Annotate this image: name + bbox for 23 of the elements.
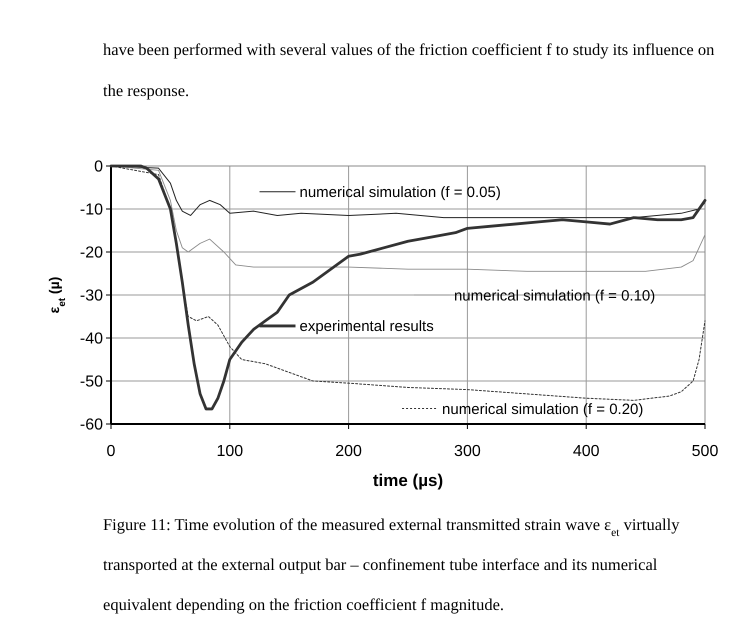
y-tick-label: -60 (80, 416, 104, 434)
x-tick-label: 0 (106, 443, 116, 460)
y-tick-label: -30 (80, 288, 104, 305)
y-tick-label: -20 (80, 244, 104, 262)
y-tick-label: 0 (94, 158, 104, 176)
y-tick-label: -10 (80, 202, 104, 219)
legend-label: numerical simulation (f = 0.10) (454, 287, 656, 304)
x-tick-label: 500 (692, 443, 718, 460)
legend-label: experimental results (300, 318, 434, 336)
y-tick-label: -40 (80, 330, 104, 348)
x-tick-label: 300 (454, 443, 481, 460)
x-axis-title: time (µs) (372, 471, 444, 490)
text: transported at the external output bar – confinement tube interface and its numerical (103, 555, 658, 574)
y-tick-label: -50 (80, 374, 104, 391)
x-tick-label: 400 (572, 443, 600, 460)
text: have been performed with several values of the friction coefficient f to study its influence on (103, 40, 714, 59)
legend-label: numerical simulation (f = 0.05) (300, 184, 501, 202)
x-tick-label: 100 (216, 443, 244, 460)
text: equivalent depending on the friction coefficient f magnitude. (103, 595, 504, 614)
x-tick-label: 200 (335, 443, 362, 460)
legend-label: numerical simulation (f = 0.20) (442, 400, 644, 418)
text: the response. (103, 81, 190, 100)
caption: Figure 11: Time evolution of the measured external transmitted strain wave ε$_{et}$ virtually (103, 515, 680, 539)
